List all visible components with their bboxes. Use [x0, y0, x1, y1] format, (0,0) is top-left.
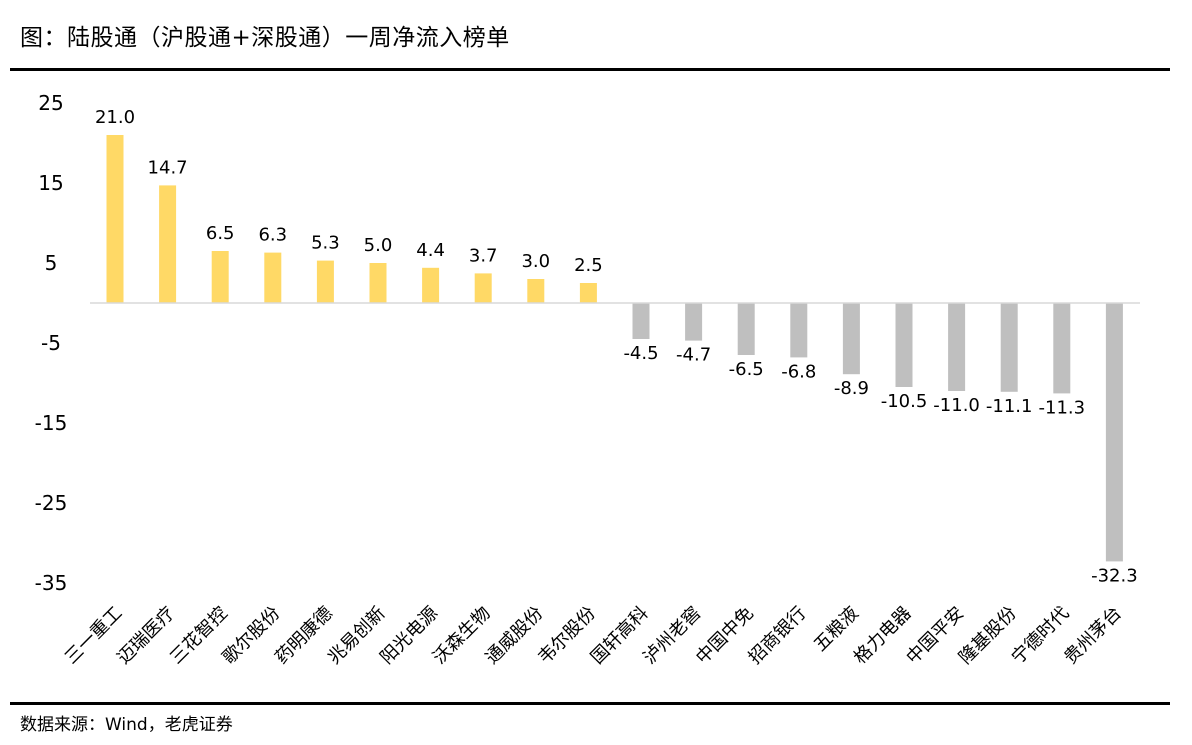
- chart-title: 图：陆股通（沪股通+深股通）一周净流入榜单: [20, 25, 510, 51]
- source-note: 数据来源：Wind，老虎证券: [20, 715, 233, 735]
- y-tick-label: -15: [35, 411, 68, 435]
- x-tick-label: 隆基股份: [955, 603, 1021, 669]
- data-label: -10.5: [881, 391, 928, 412]
- x-tick-label: 沃森生物: [429, 603, 495, 669]
- x-tick-label: 国轩高科: [587, 603, 653, 669]
- x-tick-label: 招商银行: [745, 603, 811, 669]
- bar-阳光电源: [422, 267, 440, 303]
- x-tick-label: 宁德时代: [1008, 603, 1074, 669]
- bar-药明康德: [316, 260, 334, 303]
- bar-宁德时代: [1053, 303, 1071, 394]
- data-label: 3.0: [521, 251, 550, 272]
- data-label: -4.5: [623, 343, 658, 364]
- bar-国轩高科: [632, 303, 650, 339]
- x-tick-label: 格力电器: [850, 603, 916, 669]
- y-tick-label: 5: [45, 251, 58, 275]
- bar-隆基股份: [1000, 303, 1018, 392]
- bars-group: [106, 135, 1123, 562]
- data-label: 6.3: [258, 225, 287, 246]
- x-tick-label: 韦尔股份: [534, 603, 600, 669]
- x-tick-label: 中国中免: [692, 603, 758, 669]
- bar-泸州老窖: [685, 303, 703, 341]
- x-tick-label: 三一重工: [61, 603, 127, 669]
- bar-chart: 25 15 5 -5 -15 -25 -35 21.0 14.7 6.5 6.3 5.3 5.0 4.4…: [35, 91, 1140, 669]
- bottom-rule: [10, 702, 1170, 705]
- bar-通威股份: [527, 279, 545, 303]
- data-label: 21.0: [95, 107, 135, 128]
- bar-中国中免: [737, 303, 755, 355]
- x-tick-label: 兆易创新: [324, 603, 390, 669]
- data-label: 5.3: [311, 233, 340, 254]
- y-tick-label: -5: [41, 331, 61, 355]
- bar-三花智控: [211, 251, 229, 303]
- data-label: 2.5: [574, 255, 603, 276]
- data-label: -8.9: [834, 378, 869, 399]
- bar-韦尔股份: [579, 283, 597, 303]
- x-tick-label: 歌尔股份: [219, 603, 285, 669]
- x-tick-label: 中国平安: [902, 603, 968, 669]
- top-rule: [10, 68, 1170, 71]
- data-label: -4.7: [676, 345, 711, 366]
- bar-迈瑞医疗: [159, 185, 177, 303]
- bar-沃森生物: [474, 273, 492, 303]
- y-tick-label: 25: [38, 91, 63, 115]
- data-label: -6.5: [729, 359, 764, 380]
- y-axis-labels: 25 15 5 -5 -15 -25 -35: [35, 91, 68, 595]
- bar-中国平安: [948, 303, 966, 391]
- data-label: 3.7: [469, 245, 498, 266]
- data-label: -11.3: [1039, 397, 1086, 418]
- data-labels: 21.0 14.7 6.5 6.3 5.3 5.0 4.4 3.7 3.0 2.5 -4.5 -4.7…: [95, 107, 1138, 586]
- bar-兆易创新: [369, 263, 387, 303]
- y-tick-label: -25: [35, 491, 68, 515]
- data-label: 4.4: [416, 240, 445, 261]
- x-tick-label: 通威股份: [482, 603, 548, 669]
- y-tick-label: -35: [35, 571, 68, 595]
- x-tick-label: 泸州老窖: [639, 603, 705, 669]
- bar-歌尔股份: [264, 252, 282, 303]
- bar-贵州茅台: [1105, 303, 1123, 562]
- x-axis-labels: 三一重工迈瑞医疗三花智控歌尔股份药明康德兆易创新阳光电源沃森生物通威股份韦尔股份…: [61, 603, 1126, 669]
- x-tick-label: 三花智控: [166, 603, 232, 669]
- data-label: -11.1: [986, 396, 1033, 417]
- x-tick-label: 药明康德: [271, 603, 337, 669]
- y-tick-label: 15: [38, 171, 63, 195]
- data-label: 6.5: [206, 223, 235, 244]
- data-label: -32.3: [1091, 565, 1138, 586]
- x-tick-label: 阳光电源: [376, 603, 442, 669]
- x-tick-label: 迈瑞医疗: [113, 603, 179, 669]
- data-label: 5.0: [364, 235, 393, 256]
- bar-三一重工: [106, 135, 124, 303]
- bar-招商银行: [790, 303, 808, 358]
- data-label: 14.7: [148, 157, 188, 178]
- x-tick-label: 贵州茅台: [1060, 603, 1126, 669]
- bar-五粮液: [842, 303, 860, 375]
- data-label: -11.0: [933, 395, 980, 416]
- data-label: -6.8: [781, 361, 816, 382]
- bar-格力电器: [895, 303, 913, 387]
